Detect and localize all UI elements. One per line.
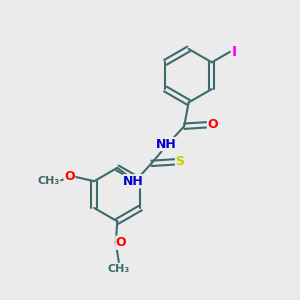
Text: NH: NH bbox=[123, 175, 144, 188]
Text: O: O bbox=[116, 236, 127, 249]
Text: O: O bbox=[207, 118, 218, 131]
Text: O: O bbox=[64, 170, 75, 183]
Text: CH₃: CH₃ bbox=[38, 176, 60, 186]
Text: CH₃: CH₃ bbox=[108, 264, 130, 274]
Text: NH: NH bbox=[156, 138, 177, 151]
Text: I: I bbox=[231, 45, 236, 58]
Text: S: S bbox=[176, 155, 184, 168]
